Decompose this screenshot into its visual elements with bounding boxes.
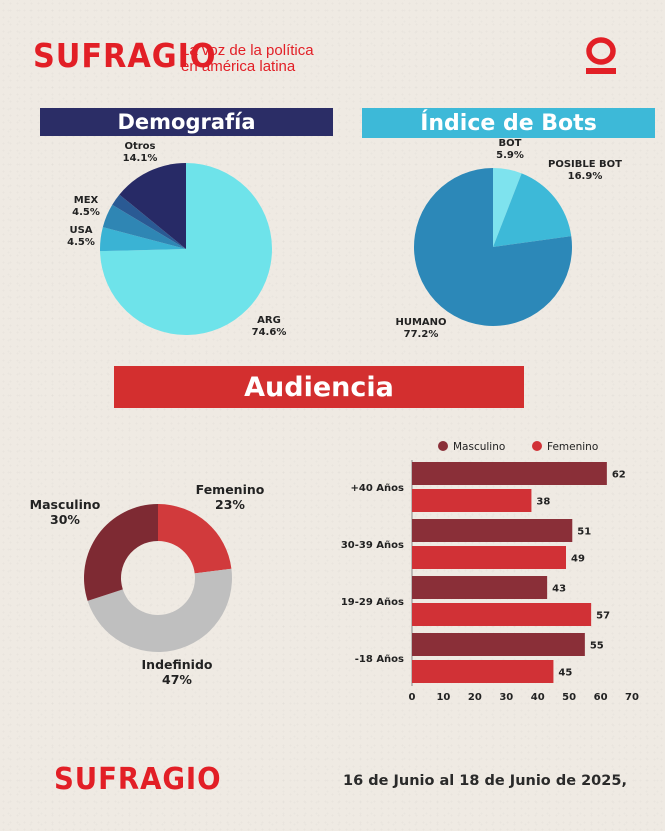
bar-masculino-2 [412, 576, 548, 599]
tagline-line1: La voz de la política [181, 42, 314, 59]
bots-pie-chart [414, 168, 572, 326]
footer-date: 16 de Junio al 18 de Junio de 2025, [343, 773, 627, 789]
banner-bots: Índice de Bots [362, 108, 655, 138]
demografia-slice-arg [100, 163, 272, 335]
audiencia-segment-femenino [158, 504, 232, 574]
audiencia-segment-indefinido [87, 568, 233, 652]
bots-slice-bot [493, 168, 522, 247]
bar-value-label: 62 [612, 470, 626, 481]
x-tick-label: 40 [531, 692, 545, 703]
demografia-slice-mex [102, 204, 186, 249]
x-tick-label: 50 [562, 692, 576, 703]
bar-value-label: 55 [590, 641, 604, 652]
banner-audiencia: Audiencia [114, 366, 524, 408]
category-label: 30-39 Años [341, 540, 404, 551]
bar-masculino-0 [412, 462, 607, 485]
bar-femenino-3 [412, 660, 554, 683]
bar-value-label: 38 [536, 497, 550, 508]
demografia-slice-other-3 [112, 194, 186, 249]
x-tick-label: 70 [625, 692, 639, 703]
label-indefinido: Indefinido 47% [141, 657, 213, 687]
label-posible-bot: POSIBLE BOT 16.9% [547, 159, 622, 182]
label-masculino: Masculino 30% [29, 497, 101, 527]
banner-demografia: Demografía [40, 108, 333, 136]
header-logo: SUFRAGIO [33, 36, 217, 75]
category-label: -18 Años [355, 654, 404, 665]
bar-masculino-1 [412, 519, 573, 542]
bar-value-label: 51 [577, 527, 591, 538]
bar-value-label: 45 [558, 668, 572, 679]
bar-value-label: 43 [552, 584, 566, 595]
label-usa: USA 4.5% [67, 225, 95, 248]
bar-femenino-0 [412, 489, 532, 512]
demografia-slice-usa [100, 227, 186, 252]
label-mex: MEX 4.5% [72, 195, 100, 218]
x-tick-label: 30 [499, 692, 513, 703]
legend-label-masculino: Masculino [453, 441, 505, 453]
bots-slice-posible-bot [493, 173, 572, 247]
demografia-slice-otros [119, 163, 186, 249]
bots-slice-humano [414, 168, 572, 326]
bar-femenino-1 [412, 546, 566, 569]
bar-value-label: 57 [596, 611, 610, 622]
legend-marker-masculino [438, 441, 448, 451]
footer-logo: SUFRAGIO [54, 762, 222, 797]
label-arg: ARG 74.6% [251, 315, 287, 338]
category-label: 19-29 Años [341, 597, 404, 608]
legend-marker-femenino [532, 441, 542, 451]
category-label: +40 Años [351, 483, 405, 494]
legend-label-femenino: Femenino [547, 441, 598, 453]
label-humano: HUMANO 77.2% [395, 317, 447, 340]
tagline-line2: en américa latina [181, 58, 296, 75]
x-tick-label: 10 [436, 692, 450, 703]
x-tick-label: 0 [409, 692, 416, 703]
header-tagline: La voz de la política en américa latina [181, 43, 314, 75]
bar-femenino-2 [412, 603, 592, 626]
corner-logo-icon [586, 37, 616, 74]
x-tick-label: 20 [468, 692, 482, 703]
demografia-pie-chart [100, 163, 272, 335]
x-tick-label: 60 [594, 692, 608, 703]
bar-value-label: 49 [571, 554, 585, 565]
label-otros: Otros 14.1% [122, 141, 158, 164]
label-bot: BOT 5.9% [496, 138, 524, 161]
audiencia-segment-masculino [83, 504, 158, 601]
age-bar-chart: Masculino Femenino 62 38 +40 Años 51 49 30-39 A… [341, 441, 639, 703]
label-femenino: Femenino 23% [195, 482, 265, 512]
audiencia-donut-chart [83, 504, 233, 652]
bar-masculino-3 [412, 633, 585, 656]
